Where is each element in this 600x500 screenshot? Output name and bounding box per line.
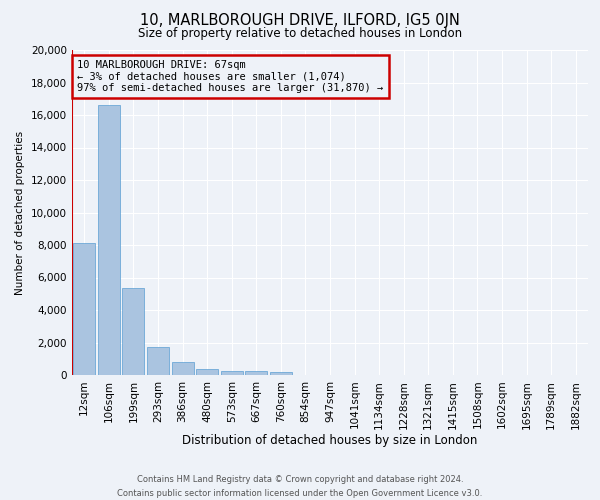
Bar [73,244,95,375]
X-axis label: Distribution of detached houses by size in London: Distribution of detached houses by size … [182,434,478,447]
Text: 10, MARLBOROUGH DRIVE, ILFORD, IG5 0JN: 10, MARLBOROUGH DRIVE, ILFORD, IG5 0JN [140,12,460,28]
Bar [122,288,145,375]
Bar [221,370,243,375]
Bar [147,346,169,375]
Bar [196,369,218,375]
Bar [270,372,292,375]
Text: 10 MARLBOROUGH DRIVE: 67sqm
← 3% of detached houses are smaller (1,074)
97% of s: 10 MARLBOROUGH DRIVE: 67sqm ← 3% of deta… [77,60,383,93]
Bar [98,106,120,375]
Bar [172,362,194,375]
Text: Contains HM Land Registry data © Crown copyright and database right 2024.
Contai: Contains HM Land Registry data © Crown c… [118,476,482,498]
Text: Size of property relative to detached houses in London: Size of property relative to detached ho… [138,28,462,40]
Y-axis label: Number of detached properties: Number of detached properties [16,130,25,294]
Bar [245,372,268,375]
